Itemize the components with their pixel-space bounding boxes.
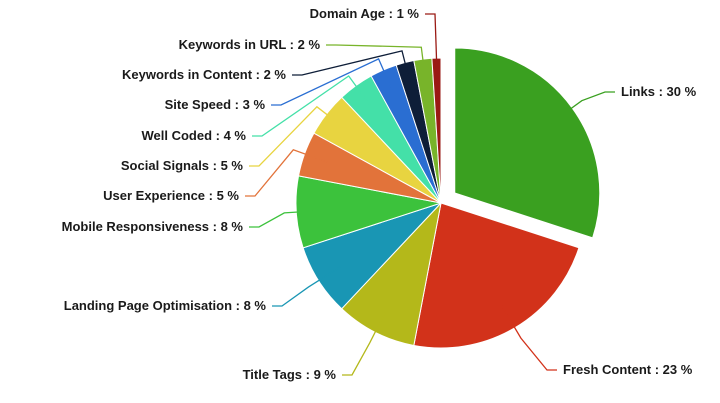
- leader-line-landing-page-optimisation: [272, 266, 341, 307]
- leader-line-keywords-in-content: [292, 50, 413, 88]
- pie-slices: [295, 47, 601, 349]
- slice-labels: Links : 30 % Fresh Content : 23 % Title Ta…: [62, 6, 697, 382]
- slice-label-user-experience: User Experience : 5 %: [103, 188, 239, 203]
- slice-label-well-coded: Well Coded : 4 %: [142, 128, 247, 143]
- slice-label-keywords-in-content: Keywords in Content : 2 %: [122, 67, 286, 82]
- slice-label-landing-page-optimisation: Landing Page Optimisation : 8 %: [64, 298, 267, 313]
- leader-line-title-tags: [342, 308, 388, 376]
- leader-line-keywords-in-url: [326, 44, 427, 86]
- leader-line-domain-age: [425, 13, 438, 85]
- slice-label-keywords-in-url: Keywords in URL : 2 %: [179, 37, 321, 52]
- leader-line-fresh-content: [500, 304, 557, 371]
- slice-label-social-signals: Social Signals : 5 %: [121, 158, 244, 173]
- leader-lines: [245, 13, 615, 376]
- pie-slice-links: [454, 47, 601, 239]
- leader-line-social-signals: [249, 105, 348, 167]
- leader-line-site-speed: [271, 58, 395, 106]
- leader-line-links: [550, 91, 615, 124]
- slice-label-links: Links : 30 %: [621, 84, 697, 99]
- slice-label-fresh-content: Fresh Content : 23 %: [563, 362, 693, 377]
- leader-line-well-coded: [252, 75, 372, 137]
- slice-label-title-tags: Title Tags : 9 %: [243, 367, 337, 382]
- slice-label-site-speed: Site Speed : 3 %: [165, 97, 266, 112]
- slice-label-mobile-responsiveness: Mobile Responsiveness : 8 %: [62, 219, 244, 234]
- slice-label-domain-age: Domain Age : 1 %: [310, 6, 420, 21]
- leader-line-mobile-responsiveness: [249, 209, 323, 228]
- leader-line-user-experience: [245, 149, 330, 197]
